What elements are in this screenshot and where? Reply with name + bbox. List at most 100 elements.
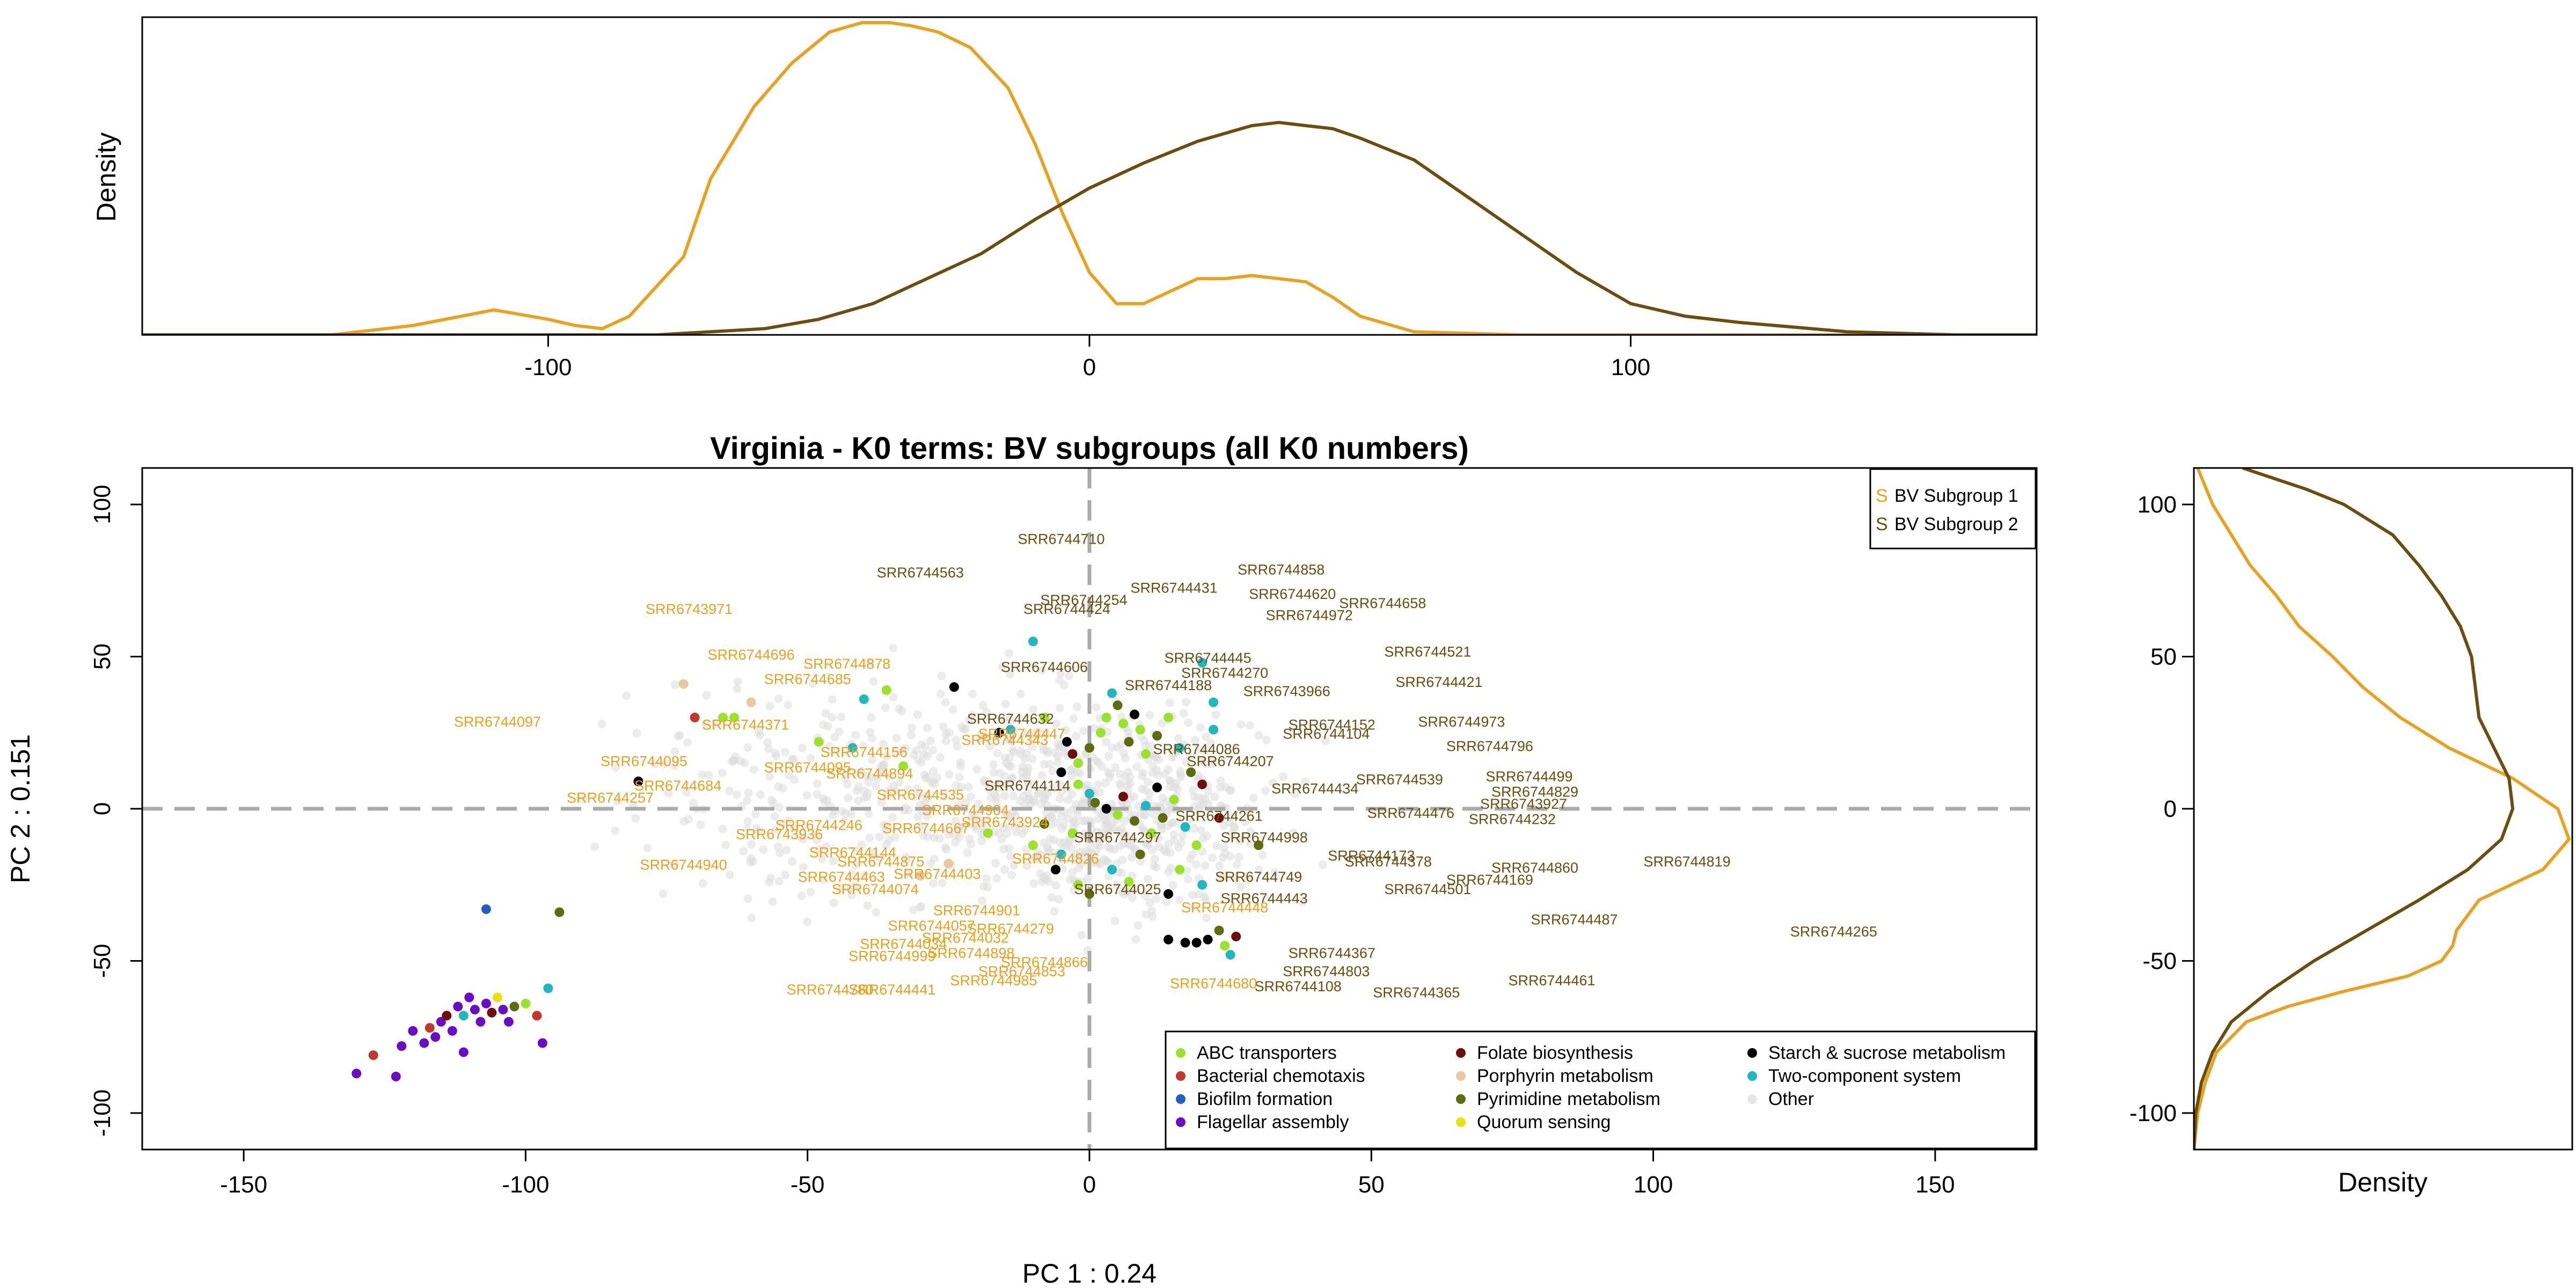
- other-point: [764, 744, 773, 753]
- other-point: [1077, 931, 1086, 940]
- other-point: [1141, 838, 1150, 847]
- other-point: [928, 746, 937, 755]
- other-point: [901, 803, 910, 813]
- other-point: [724, 786, 734, 795]
- other-point: [1016, 689, 1025, 698]
- other-point: [993, 749, 1002, 758]
- point-abc-transporters: [1191, 840, 1202, 850]
- other-point: [974, 799, 983, 808]
- sample-label: SRR6743966: [1243, 683, 1330, 699]
- point-abc-transporters: [1163, 712, 1174, 722]
- other-point: [961, 798, 970, 807]
- other-point: [1021, 729, 1030, 738]
- other-point: [1056, 781, 1065, 789]
- other-point: [1048, 766, 1057, 775]
- other-point: [1226, 786, 1235, 795]
- other-point: [1079, 799, 1088, 808]
- sample-label: SRR6744796: [1446, 738, 1533, 754]
- sample-label: SRR6744878: [803, 656, 890, 672]
- sample-label: SRR6744232: [1469, 811, 1556, 827]
- sample-label: SRR6744441: [848, 982, 935, 998]
- sample-label: SRR6744826: [1012, 851, 1099, 867]
- other-point: [671, 680, 679, 689]
- other-point: [1141, 891, 1150, 901]
- other-point: [743, 824, 752, 833]
- point-two-component-system: [1197, 880, 1208, 890]
- other-point: [660, 759, 669, 768]
- other-point: [1037, 666, 1046, 675]
- other-point: [868, 772, 877, 781]
- other-point: [1249, 793, 1258, 802]
- other-point: [718, 824, 727, 833]
- other-point: [1046, 812, 1056, 821]
- point-abc-transporters: [521, 998, 531, 1008]
- point-porphyrin-metabolism: [746, 697, 756, 707]
- other-point: [682, 788, 691, 796]
- other-point: [999, 844, 1008, 853]
- other-point: [632, 729, 641, 738]
- other-point: [798, 743, 807, 752]
- other-point: [951, 838, 960, 847]
- sample-label: SRR6744658: [1339, 595, 1426, 611]
- other-point: [1206, 738, 1216, 748]
- other-point: [1113, 881, 1122, 890]
- other-point: [923, 811, 932, 821]
- sample-label: SRR6744866: [1001, 954, 1088, 970]
- other-point: [884, 772, 894, 781]
- other-point: [756, 790, 765, 799]
- other-point: [1072, 731, 1081, 741]
- other-point: [1024, 794, 1034, 803]
- point-flagellar-assembly: [537, 1038, 547, 1048]
- other-point: [1200, 758, 1209, 767]
- other-point: [759, 845, 768, 854]
- other-point: [968, 690, 977, 699]
- other-point: [953, 742, 962, 751]
- other-point: [881, 826, 890, 835]
- scatter-panel: Virginia - K0 terms: BV subgroups (all K…: [5, 431, 2038, 1288]
- scatter-y-ticks: -100 -50 0 50 100: [89, 485, 142, 1137]
- sample-label: SRR6744853: [978, 963, 1065, 979]
- point-pyrimidine-metabolism: [1186, 767, 1196, 777]
- x-tick-label: 0: [1083, 1172, 1096, 1198]
- other-point: [1150, 751, 1159, 760]
- point-abc-transporters: [1073, 779, 1083, 789]
- other-point: [847, 890, 856, 899]
- legend-label-pyrimidine-metabolism: Pyrimidine metabolism: [1477, 1089, 1660, 1109]
- other-point: [1086, 841, 1095, 850]
- other-point: [742, 796, 751, 805]
- sample-label: SRR6744999: [848, 948, 935, 964]
- point-flagellar-assembly: [453, 1001, 463, 1012]
- other-point: [643, 844, 652, 852]
- other-point: [763, 738, 772, 747]
- other-point: [1000, 791, 1009, 800]
- other-point: [770, 812, 779, 821]
- other-point: [797, 891, 806, 901]
- top-density-line-bv-subgroup-1: [142, 21, 2037, 335]
- other-point: [923, 751, 932, 760]
- other-point: [1185, 751, 1194, 760]
- point-flagellar-assembly: [470, 1005, 480, 1015]
- other-point: [913, 710, 922, 719]
- top-x-tick-label: 100: [1611, 354, 1650, 380]
- sample-label: SRR6744104: [1283, 726, 1370, 742]
- other-point: [1005, 715, 1014, 724]
- other-point: [1141, 741, 1150, 750]
- other-point: [878, 768, 887, 777]
- other-point: [1145, 789, 1154, 798]
- other-point: [1165, 777, 1174, 786]
- other-point: [1123, 887, 1132, 896]
- point-abc-transporters: [1067, 828, 1078, 838]
- legend-swatch-two-component-system: [1747, 1071, 1757, 1081]
- other-point: [882, 791, 891, 800]
- other-point: [774, 877, 784, 886]
- other-point: [983, 778, 992, 787]
- point-abc-transporters: [1135, 724, 1145, 735]
- sample-label: SRR6744343: [961, 732, 1048, 748]
- other-point: [701, 719, 711, 728]
- other-point: [1195, 802, 1204, 810]
- other-point: [1254, 865, 1263, 874]
- sample-label: SRR6744431: [1131, 580, 1218, 596]
- right-y-tick-label: -50: [2142, 948, 2177, 974]
- other-point: [1261, 786, 1270, 795]
- other-point: [1031, 736, 1040, 745]
